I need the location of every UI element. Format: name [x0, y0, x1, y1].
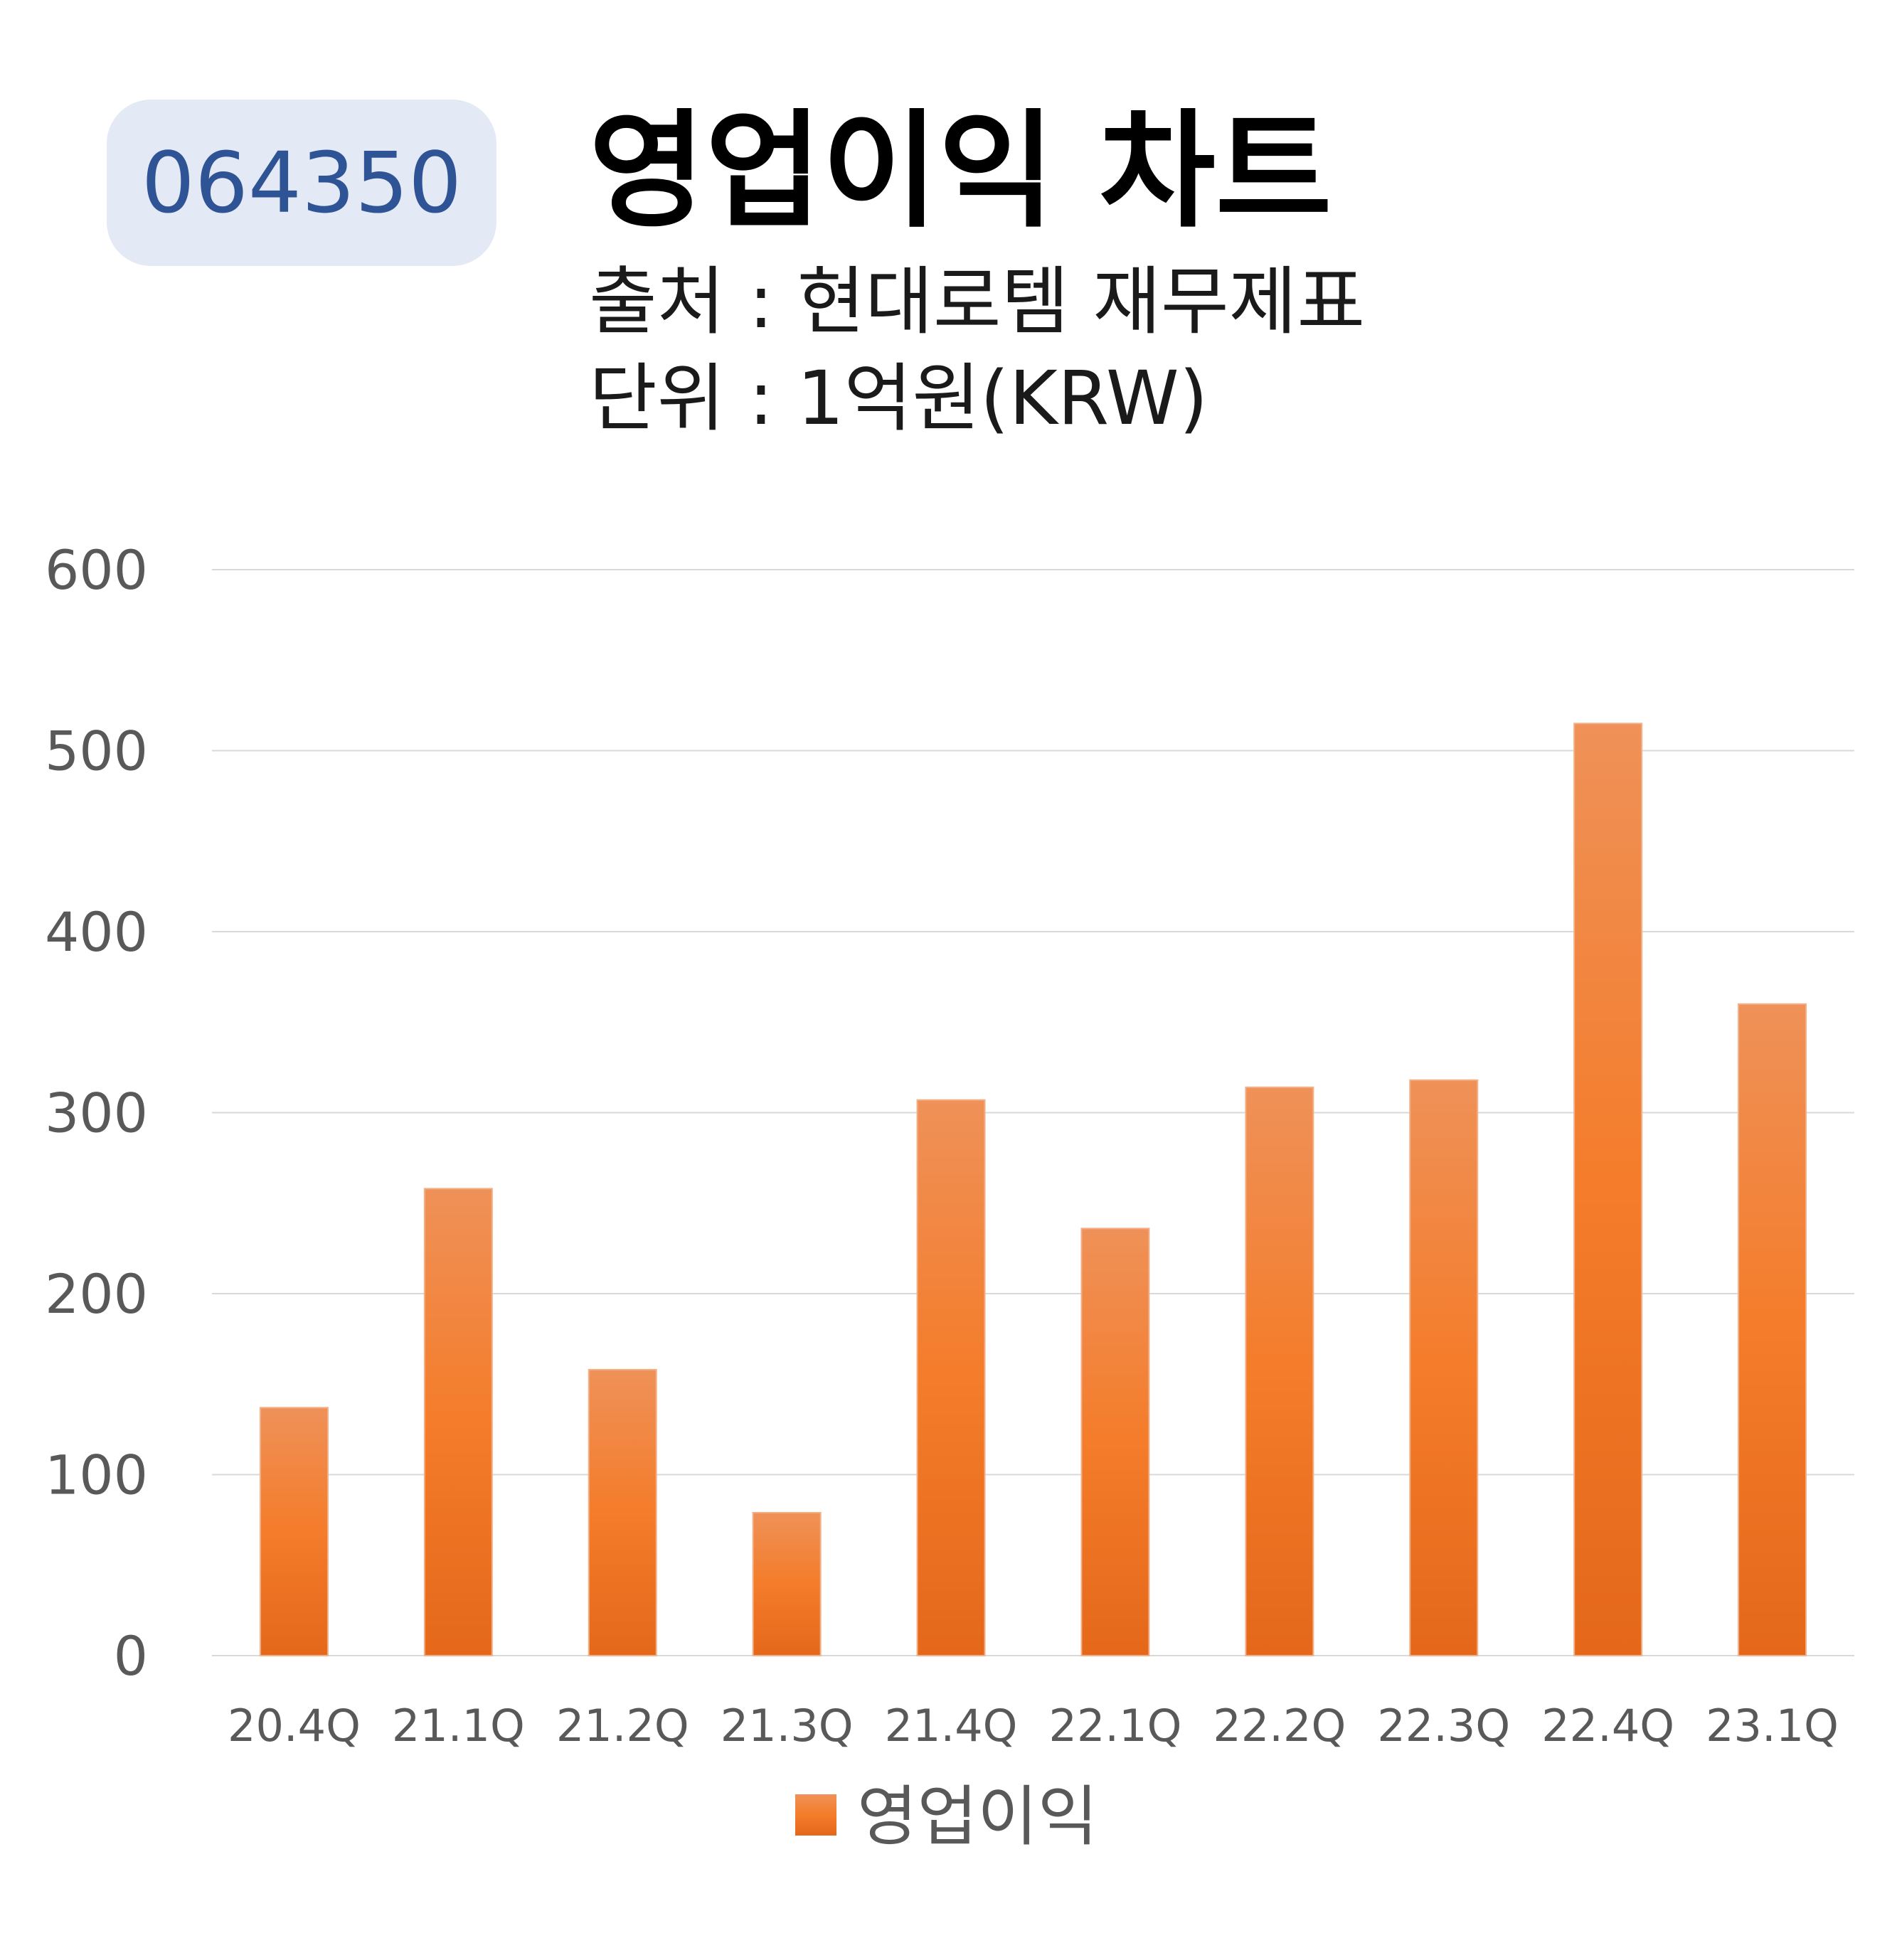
bar-22.4Q	[1573, 723, 1643, 1657]
legend-label: 영업이익	[857, 1779, 1098, 1855]
unit-note: 단위 : 1억원(KRW)	[589, 355, 1208, 442]
bar-21.1Q	[423, 1188, 493, 1656]
bar-21.4Q	[916, 1099, 986, 1657]
x-tick-label: 21.2Q	[556, 1700, 689, 1752]
x-tick-label: 21.1Q	[392, 1700, 525, 1752]
bar-22.3Q	[1409, 1079, 1479, 1656]
bar-21.2Q	[588, 1368, 657, 1656]
source-note: 출처 : 현대로템 재무제표	[589, 258, 1366, 345]
x-tick-label: 20.4Q	[228, 1700, 361, 1752]
bar-22.2Q	[1245, 1086, 1314, 1656]
ticker-code: 064350	[141, 134, 462, 232]
y-tick-label: 200	[45, 1262, 148, 1326]
bars	[259, 723, 1807, 1657]
chart-title: 영업이익 차트	[589, 97, 1332, 245]
x-tick-label: 22.4Q	[1541, 1700, 1674, 1752]
bar-23.1Q	[1738, 1003, 1807, 1657]
x-axis-ticks: 20.4Q 21.1Q 21.2Q 21.3Q 21.4Q 22.1Q 22.2Q 22.3Q…	[228, 1700, 1839, 1752]
y-tick-label: 600	[45, 538, 148, 602]
ticker-badge: 064350	[107, 100, 496, 266]
bar-20.4Q	[259, 1407, 329, 1656]
y-tick-label: 0	[114, 1624, 148, 1688]
x-tick-label: 21.3Q	[721, 1700, 854, 1752]
y-tick-label: 500	[45, 720, 148, 783]
legend: 영업이익	[795, 1779, 1098, 1855]
y-tick-label: 400	[45, 900, 148, 964]
x-tick-label: 22.2Q	[1213, 1700, 1346, 1752]
bar-21.3Q	[752, 1511, 822, 1657]
y-tick-label: 300	[45, 1082, 148, 1145]
y-tick-label: 100	[45, 1444, 148, 1507]
x-tick-label: 22.1Q	[1049, 1700, 1182, 1752]
y-axis-ticks: 0 100 200 300 400 500 600	[45, 538, 148, 1688]
legend-swatch	[795, 1794, 836, 1836]
bar-22.1Q	[1080, 1227, 1150, 1656]
x-tick-label: 23.1Q	[1706, 1700, 1839, 1752]
x-tick-label: 22.3Q	[1377, 1700, 1510, 1752]
x-tick-label: 21.4Q	[885, 1700, 1018, 1752]
